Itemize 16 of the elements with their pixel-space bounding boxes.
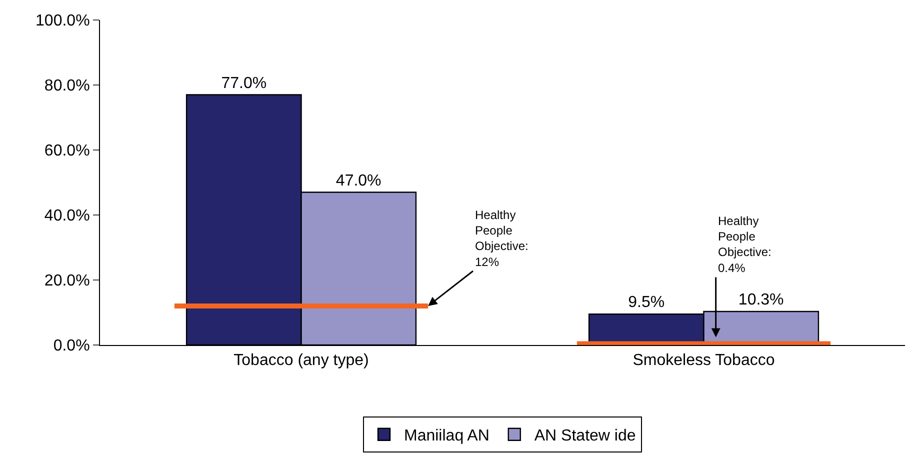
data-label: 9.5% xyxy=(628,294,665,312)
ref-line-label: Healthy People Objective: 12% xyxy=(475,208,528,269)
y-tick-label: 20.0% xyxy=(44,272,90,290)
y-tick-label: 80.0% xyxy=(44,78,90,95)
legend-label: Maniilaq AN xyxy=(404,428,490,445)
data-label: 47.0% xyxy=(336,172,382,190)
x-tick-label: Smokeless Tobacco xyxy=(632,352,775,370)
legend-label: AN Statew ide xyxy=(534,428,636,445)
y-tick-label: 0.0% xyxy=(53,338,90,355)
ref-line-label: Healthy People Objective: 0.4% xyxy=(718,214,772,275)
data-label: 10.3% xyxy=(738,292,784,309)
x-tick-label: Tobacco (any type) xyxy=(234,352,369,370)
y-tick-label: 100.0% xyxy=(36,12,90,30)
y-tick-label: 40.0% xyxy=(44,208,90,225)
data-label: 77.0% xyxy=(221,74,267,92)
y-tick-label: 60.0% xyxy=(44,142,90,160)
